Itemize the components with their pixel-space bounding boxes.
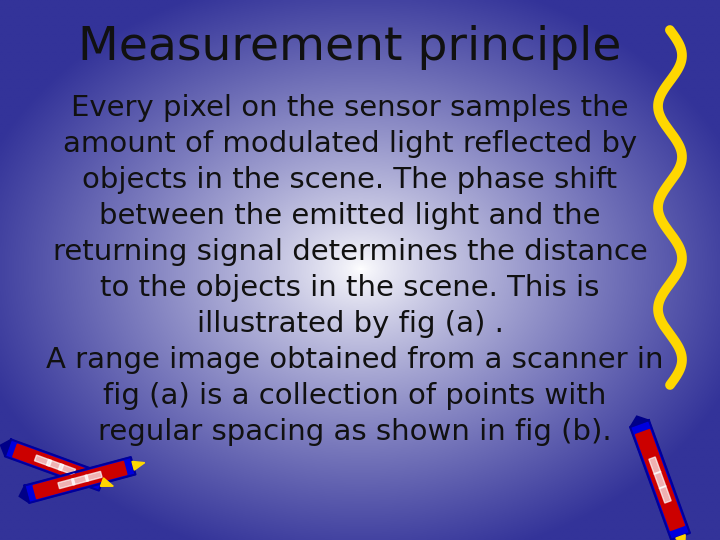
Polygon shape bbox=[654, 471, 666, 489]
Polygon shape bbox=[35, 455, 52, 466]
Text: illustrated by fig (a) .: illustrated by fig (a) . bbox=[197, 310, 503, 338]
Text: objects in the scene. The phase shift: objects in the scene. The phase shift bbox=[82, 166, 618, 194]
Polygon shape bbox=[58, 478, 75, 489]
Text: Every pixel on the sensor samples the: Every pixel on the sensor samples the bbox=[71, 94, 629, 122]
Polygon shape bbox=[13, 444, 97, 486]
Polygon shape bbox=[101, 478, 113, 487]
Polygon shape bbox=[630, 416, 649, 427]
Polygon shape bbox=[636, 429, 685, 530]
Text: between the emitted light and the: between the emitted light and the bbox=[99, 202, 600, 230]
Polygon shape bbox=[33, 461, 127, 498]
Polygon shape bbox=[71, 475, 89, 485]
Text: to the objects in the scene. This is: to the objects in the scene. This is bbox=[100, 274, 600, 302]
Text: fig (a) is a collection of points with: fig (a) is a collection of points with bbox=[103, 382, 607, 410]
Text: regular spacing as shown in fig (b).: regular spacing as shown in fig (b). bbox=[98, 418, 612, 446]
Text: A range image obtained from a scanner in: A range image obtained from a scanner in bbox=[46, 346, 664, 374]
Polygon shape bbox=[58, 464, 76, 475]
Polygon shape bbox=[1, 440, 11, 456]
Polygon shape bbox=[630, 420, 690, 540]
Polygon shape bbox=[5, 440, 105, 490]
Text: Measurement principle: Measurement principle bbox=[78, 25, 621, 71]
Polygon shape bbox=[47, 460, 63, 470]
Text: returning signal determines the distance: returning signal determines the distance bbox=[53, 238, 647, 266]
Polygon shape bbox=[132, 461, 145, 470]
Polygon shape bbox=[24, 457, 135, 503]
Polygon shape bbox=[649, 457, 661, 474]
Polygon shape bbox=[660, 485, 671, 503]
Text: amount of modulated light reflected by: amount of modulated light reflected by bbox=[63, 130, 637, 158]
Polygon shape bbox=[676, 535, 685, 540]
Polygon shape bbox=[19, 485, 30, 503]
Polygon shape bbox=[85, 471, 102, 481]
